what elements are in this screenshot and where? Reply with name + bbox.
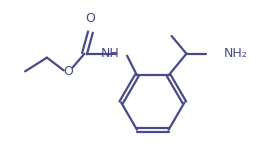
Text: O: O	[85, 12, 95, 25]
Text: NH: NH	[100, 47, 119, 60]
Text: O: O	[64, 65, 74, 78]
Text: NH₂: NH₂	[224, 47, 248, 60]
